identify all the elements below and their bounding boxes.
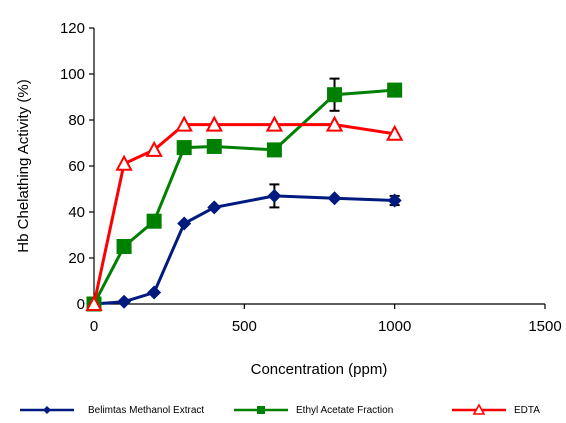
axes xyxy=(93,28,545,305)
y-tick-label: 80 xyxy=(68,112,85,129)
data-point-square xyxy=(387,82,403,98)
data-point-diamond xyxy=(117,294,132,309)
series-line xyxy=(92,88,395,305)
data-point-diamond xyxy=(177,216,192,231)
data-point-diamond xyxy=(207,200,222,215)
y-tick-label: 20 xyxy=(68,250,85,267)
data-point-square xyxy=(327,87,343,103)
series-layer xyxy=(85,77,404,312)
x-tick-label: 0 xyxy=(90,318,98,335)
series-0 xyxy=(87,183,402,311)
legend-label-ethyl-acetate: Ethyl Acetate Fraction xyxy=(296,405,393,416)
legend-label-edta: EDTA xyxy=(514,405,540,416)
data-point-square xyxy=(116,239,132,254)
x-tick-label: 1000 xyxy=(378,318,411,335)
y-ticks: 0 20 40 60 80 100 120 xyxy=(60,20,94,313)
legend-marker-triangle xyxy=(472,403,486,415)
data-point-square xyxy=(146,213,162,229)
data-point-triangle xyxy=(85,294,103,311)
data-point-triangle xyxy=(205,115,223,132)
y-tick-label: 40 xyxy=(68,204,85,221)
x-tick-label: 1500 xyxy=(528,318,561,335)
x-ticks: 0 500 1000 1500 xyxy=(90,304,562,335)
data-point-diamond xyxy=(267,188,282,203)
data-point-triangle xyxy=(145,140,163,157)
x-axis-title: Concentration (ppm) xyxy=(251,361,388,378)
data-point-triangle xyxy=(115,154,133,171)
data-point-square xyxy=(176,140,192,156)
legend: Belimtas Methanol Extract Ethyl Acetate … xyxy=(20,403,540,416)
data-point-triangle xyxy=(175,115,193,132)
legend-item-ethyl-acetate: Ethyl Acetate Fraction xyxy=(234,405,393,416)
y-axis-title: Hb Chelathing Activity (%) xyxy=(15,79,32,252)
data-point-triangle xyxy=(325,115,344,132)
legend-item-belimtas: Belimtas Methanol Extract xyxy=(20,405,204,416)
data-point-square xyxy=(266,142,282,158)
legend-marker-diamond xyxy=(43,406,51,414)
y-tick-label: 60 xyxy=(68,158,85,175)
series-line xyxy=(92,123,395,305)
legend-item-edta: EDTA xyxy=(452,403,540,416)
series-line xyxy=(93,194,395,306)
data-point-triangle xyxy=(385,124,404,141)
y-tick-label: 0 xyxy=(77,296,85,313)
data-point-diamond xyxy=(387,193,402,208)
data-point-square xyxy=(206,138,222,154)
x-tick-label: 500 xyxy=(232,318,257,335)
y-tick-label: 120 xyxy=(60,20,85,37)
series-1 xyxy=(86,77,403,312)
y-tick-label: 100 xyxy=(60,66,85,83)
data-point-diamond xyxy=(147,285,162,300)
legend-label-belimtas: Belimtas Methanol Extract xyxy=(88,405,204,416)
legend-marker-square xyxy=(257,406,265,414)
data-point-triangle xyxy=(265,115,284,132)
series-2 xyxy=(85,115,404,311)
data-point-diamond xyxy=(327,191,342,206)
